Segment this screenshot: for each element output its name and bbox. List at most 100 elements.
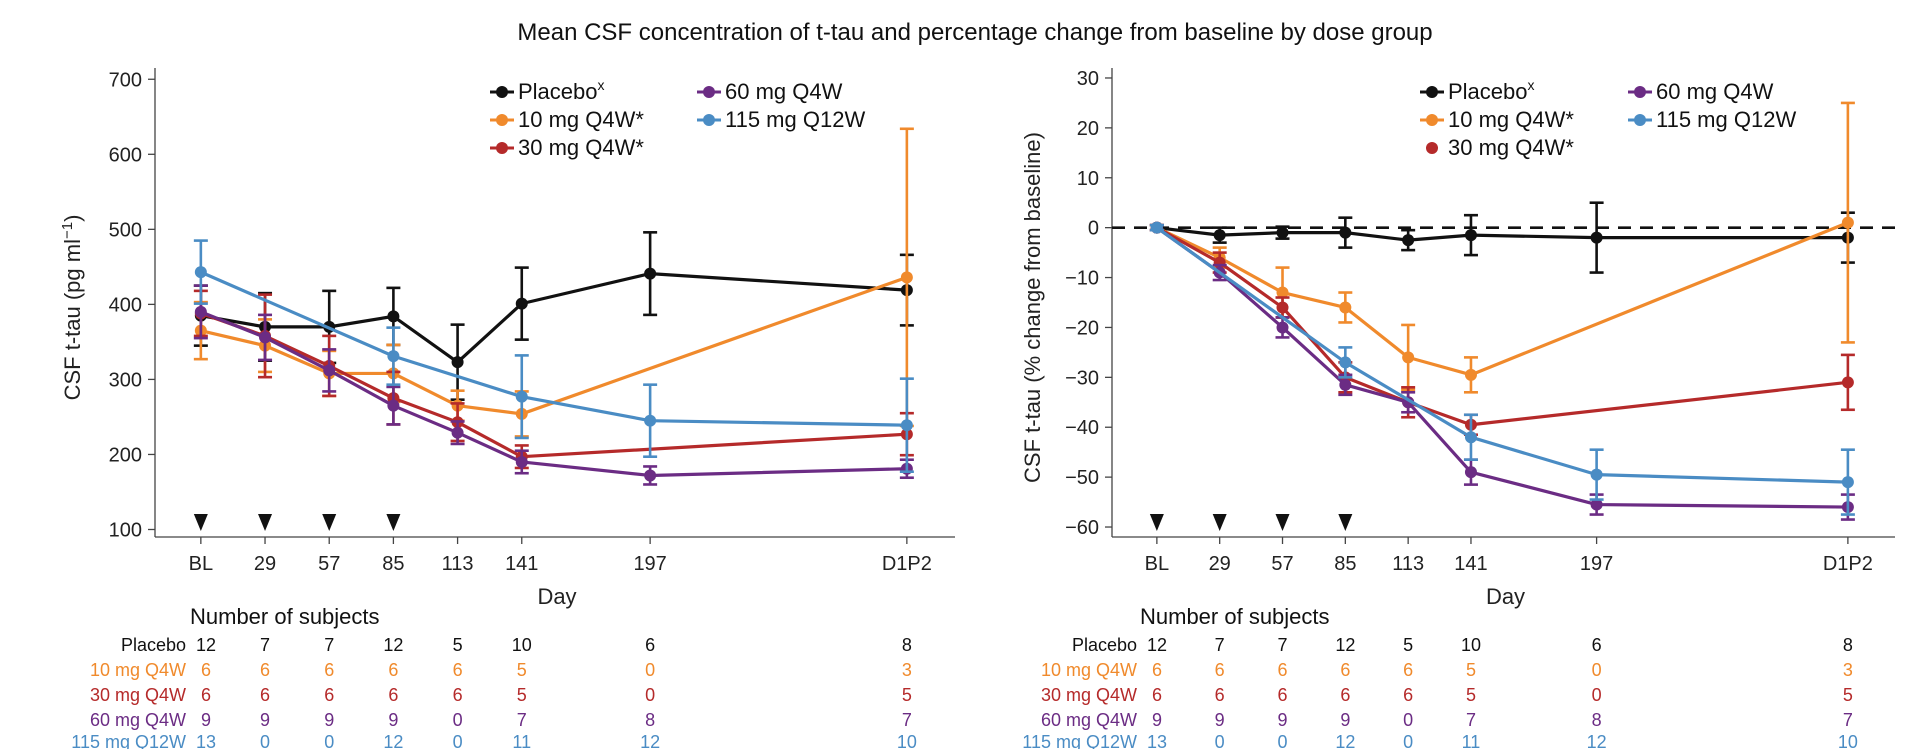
subjects-count-cell: 3	[902, 660, 912, 680]
legend-marker-d10	[496, 114, 508, 126]
right-panel-percent-change: −60 −50 −40 −30 −20 −10 0 10 20 30 BL 29 57 85 113 141 1…	[1020, 68, 1895, 609]
x-tick-label: 57	[318, 553, 340, 575]
subjects-count-cell: 10	[1461, 635, 1481, 655]
legend-marker-d115	[703, 114, 715, 126]
data-point-placebo	[451, 356, 464, 369]
data-point-d60	[1590, 498, 1603, 511]
y-tick-label: −60	[1065, 517, 1099, 539]
y-tick-label: 100	[109, 519, 142, 541]
y-tick-label: −40	[1065, 417, 1099, 439]
subjects-count-cell: 0	[453, 710, 463, 730]
x-tick-label: 197	[633, 553, 666, 575]
legend-label-superscript: x	[598, 77, 605, 93]
series-line-d60	[200, 310, 907, 478]
legend-label-text: 60 mg Q4W	[725, 79, 843, 104]
subjects-count-cell: 6	[453, 660, 463, 680]
data-point-d115	[515, 390, 528, 403]
x-tick-label: 29	[1209, 553, 1231, 575]
data-point-d115	[1150, 221, 1163, 234]
subjects-count-cell: 7	[324, 635, 334, 655]
subjects-count-cell: 9	[1278, 710, 1288, 730]
subjects-count-cell: 0	[453, 732, 463, 749]
y-tick-label: 600	[109, 144, 142, 166]
y-tick-label: 10	[1077, 168, 1099, 190]
subjects-title: Number of subjects	[190, 604, 380, 629]
subjects-row-label: 10 mg Q4W	[1041, 660, 1137, 680]
subjects-count-cell: 6	[324, 660, 334, 680]
legend-label-text: Placebo	[1448, 79, 1528, 104]
subjects-count-cell: 6	[1215, 660, 1225, 680]
subjects-count-cell: 5	[453, 635, 463, 655]
subjects-count-cell: 6	[1340, 660, 1350, 680]
y-tick-label: 200	[109, 444, 142, 466]
data-point-d10	[1464, 368, 1477, 381]
x-tick-label: 113	[442, 553, 474, 575]
subjects-count-cell: 6	[1152, 685, 1162, 705]
subjects-count-cell: 5	[1843, 685, 1853, 705]
y-tick-label: 700	[109, 69, 142, 91]
data-point-d115	[194, 266, 207, 279]
legend-marker-d30	[496, 142, 508, 154]
data-point-d60	[323, 364, 336, 377]
subjects-count-cell: 0	[1403, 732, 1413, 749]
subjects-count-cell: 12	[1335, 732, 1355, 749]
legend-marker-d115	[1634, 114, 1646, 126]
series-line-placebo	[1156, 226, 1848, 242]
data-point-placebo	[1213, 229, 1226, 242]
subjects-count-cell: 9	[201, 710, 211, 730]
y-tick-label: 500	[109, 219, 142, 241]
y-axis-label: CSF t-tau (% change from baseline)	[1020, 132, 1045, 483]
dosing-arrow-marker	[1275, 514, 1290, 531]
subjects-count-cell: 10	[897, 732, 917, 749]
legend-marker-d10	[1426, 114, 1438, 126]
subjects-count-cell: 6	[1215, 685, 1225, 705]
legend-label-text: 115 mg Q12W	[1656, 107, 1796, 132]
subjects-count-cell: 5	[1466, 660, 1476, 680]
subjects-count-cell: 8	[645, 710, 655, 730]
subjects-count-cell: 6	[453, 685, 463, 705]
subjects-row-label: 30 mg Q4W	[1041, 685, 1137, 705]
x-tick-label: 29	[254, 553, 276, 575]
legend-label-text: Placebo	[518, 79, 598, 104]
legend-marker-placebo	[496, 86, 508, 98]
legend-marker-d60	[703, 86, 715, 98]
subjects-count-cell: 11	[512, 732, 531, 749]
x-axis-label: Day	[537, 584, 576, 609]
subjects-count-cell: 10	[1838, 732, 1858, 749]
subjects-count-cell: 0	[1403, 710, 1413, 730]
x-tick-label: BL	[1145, 553, 1169, 575]
y-tick-label: −30	[1065, 367, 1099, 389]
subjects-row-label: 60 mg Q4W	[1041, 710, 1137, 730]
data-point-d115	[1590, 468, 1603, 481]
subjects-count-cell: 12	[640, 732, 660, 749]
subjects-count-cell: 12	[1335, 635, 1355, 655]
subjects-count-cell: 0	[324, 732, 334, 749]
data-point-placebo	[387, 310, 400, 323]
legend-label-text: 30 mg Q4W*	[1448, 135, 1574, 160]
legend-label-placebo: Placebox	[1448, 77, 1535, 104]
series-line-d10	[200, 275, 908, 416]
data-point-placebo	[1464, 229, 1477, 242]
subjects-title: Number of subjects	[1140, 604, 1330, 629]
legend-label-d60: 60 mg Q4W	[1656, 79, 1774, 104]
subjects-count-cell: 12	[383, 732, 403, 749]
subjects-row-label: Placebo	[121, 635, 186, 655]
series-line-d30	[200, 311, 907, 459]
legend-marker-d60	[1634, 86, 1646, 98]
y-axis-label-superscript: −1	[59, 222, 76, 239]
subjects-count-cell: 6	[1152, 660, 1162, 680]
data-point-d60	[644, 469, 657, 482]
y-tick-label: 20	[1077, 118, 1099, 140]
series-line-d30	[1156, 226, 1849, 427]
subjects-count-cell: 0	[1215, 732, 1225, 749]
subjects-count-cell: 0	[1278, 732, 1288, 749]
subjects-count-cell: 7	[1278, 635, 1288, 655]
legend-label-text: 10 mg Q4W*	[1448, 107, 1574, 132]
subjects-count-cell: 0	[260, 732, 270, 749]
data-point-d10	[1841, 216, 1854, 229]
subjects-count-cell: 3	[1843, 660, 1853, 680]
legend-label-d60: 60 mg Q4W	[725, 79, 843, 104]
legend-label-superscript: x	[1528, 77, 1535, 93]
data-point-placebo	[1402, 234, 1415, 247]
